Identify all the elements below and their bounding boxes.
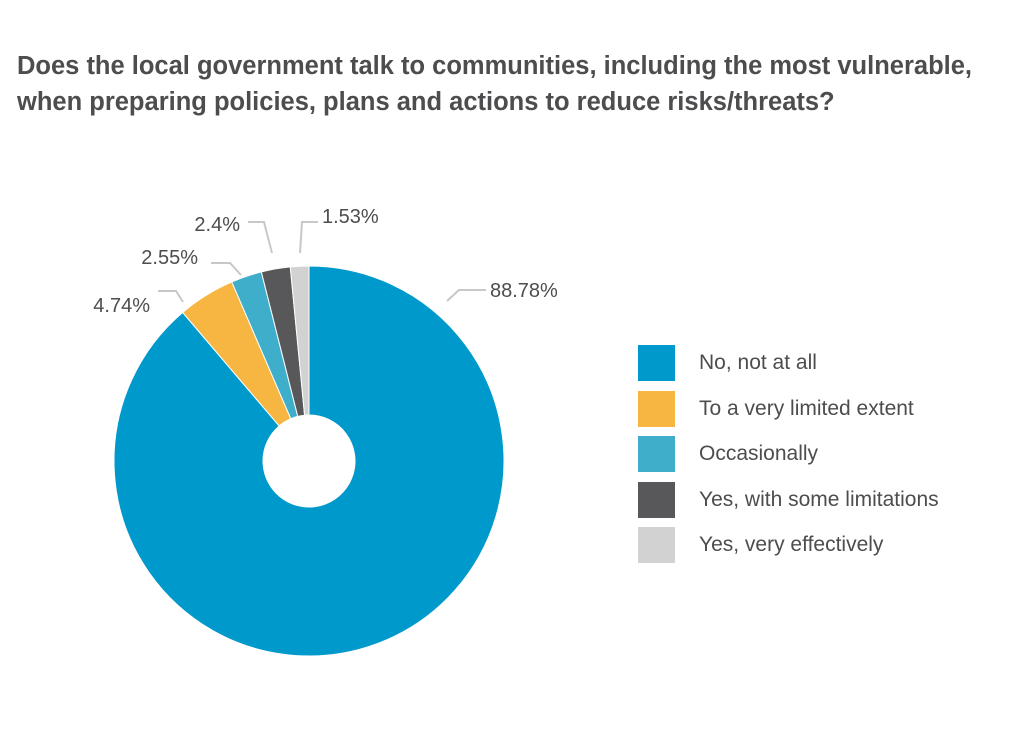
- legend-swatch: [638, 527, 675, 563]
- data-label: 88.78%: [490, 280, 558, 302]
- leader-line: [299, 221, 318, 254]
- legend-item-occasionally: Occasionally: [638, 436, 939, 472]
- legend-label: Yes, with some limitations: [699, 487, 939, 511]
- legend-swatch: [638, 436, 675, 472]
- legend-label: To a very limited extent: [699, 396, 914, 420]
- legend-swatch: [638, 481, 675, 518]
- legend-label: Yes, very effectively: [699, 533, 884, 556]
- legend-item-some-limitations: Yes, with some limitations: [638, 481, 939, 518]
- chart-title: Does the local government talk to commun…: [17, 52, 973, 116]
- leader-line: [158, 290, 184, 303]
- legend-swatch: [638, 345, 675, 381]
- pie-slice: [113, 265, 505, 657]
- legend-item-very-effectively: Yes, very effectively: [638, 527, 939, 563]
- data-label: 1.53%: [322, 206, 379, 228]
- data-label: 2.4%: [194, 214, 240, 236]
- legend: No, not at all To a very limited extent …: [638, 345, 939, 573]
- legend-label: Occasionally: [699, 442, 819, 465]
- data-label: 2.55%: [141, 247, 198, 269]
- leader-line: [446, 289, 486, 302]
- legend-swatch: [638, 390, 675, 427]
- leader-line: [248, 221, 273, 254]
- data-label: 4.74%: [93, 295, 150, 317]
- legend-label: No, not at all: [699, 351, 817, 374]
- legend-item-very-limited-extent: To a very limited extent: [638, 390, 939, 427]
- pie-slice: [289, 265, 310, 416]
- legend-item-no-not-at-all: No, not at all: [638, 345, 939, 381]
- leader-line: [211, 262, 242, 276]
